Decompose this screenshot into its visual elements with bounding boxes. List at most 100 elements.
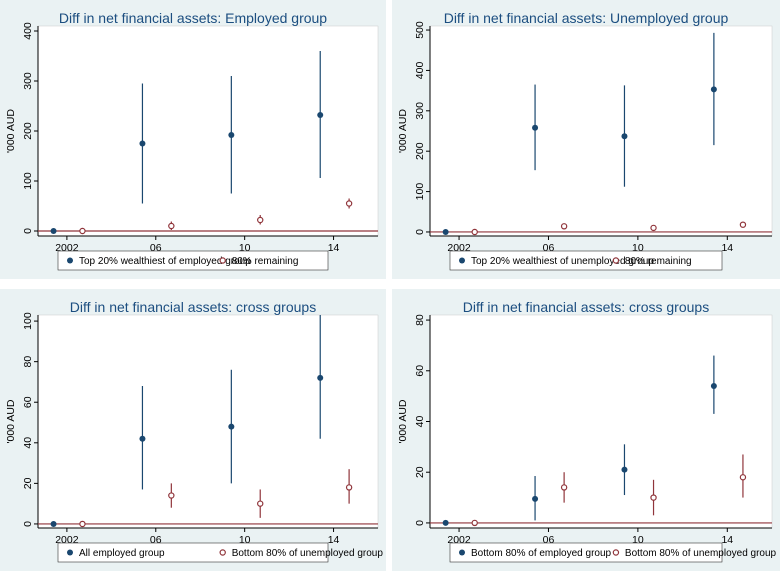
y-tick-label: 60 (22, 396, 34, 408)
data-point (739, 474, 747, 481)
y-tick-label: 20 (414, 466, 426, 478)
plot-area (37, 314, 379, 529)
data-point (739, 221, 747, 228)
x-tick-label: 14 (721, 242, 733, 254)
legend-marker-hollow (219, 549, 226, 556)
legend-marker-hollow (612, 257, 620, 264)
data-point (168, 222, 175, 230)
legend-label: Top 20% wealthiest of unemployed group (471, 256, 654, 267)
y-tick-label: 300 (22, 72, 34, 90)
legend-label: Top 20% wealthiest of employed group (79, 256, 251, 267)
legend-box (449, 250, 723, 271)
data-point (257, 500, 264, 507)
legend-box (449, 542, 723, 563)
chart-title: Diff in net financial assets: Unemployed… (444, 10, 729, 26)
data-point (50, 520, 57, 527)
y-axis-label: '000 AUD (5, 109, 17, 153)
x-tick-label: 10 (239, 534, 251, 546)
y-tick-label: 40 (22, 437, 34, 449)
legend: Bottom 80% of employed group Bottom 80% o… (449, 542, 777, 563)
data-point (650, 224, 657, 232)
legend-label: Bottom 80% of employed group (471, 548, 612, 559)
data-point (710, 86, 717, 93)
data-point (710, 383, 717, 389)
x-tick-label: 14 (328, 242, 340, 254)
data-point (345, 200, 353, 207)
y-tick-label: 0 (22, 228, 34, 234)
data-point (79, 520, 86, 528)
legend-marker-hollow (219, 257, 226, 264)
legend: All employed group Bottom 80% of unemploy… (57, 542, 384, 563)
data-point (621, 133, 628, 140)
y-tick-label: 100 (22, 312, 34, 330)
y-tick-label: 200 (414, 142, 426, 160)
legend-label: Bottom 80% of unemployed group (625, 548, 777, 559)
data-point (168, 492, 175, 499)
y-tick-label: 500 (414, 21, 426, 39)
chart-title: Diff in net financial assets: Employed g… (59, 10, 327, 26)
legend: Top 20% wealthiest of unemployed group80… (449, 250, 723, 271)
x-tick-label: 10 (632, 242, 644, 254)
y-axis-label: '000 AUD (397, 109, 409, 153)
x-tick-label: 10 (632, 534, 644, 546)
y-tick-label: 300 (414, 102, 426, 120)
data-point (139, 140, 146, 147)
data-point (50, 228, 57, 234)
legend-marker-hollow (612, 549, 620, 556)
legend-label: All employed group (79, 548, 165, 559)
y-tick-label: 0 (414, 520, 426, 526)
legend-marker-filled (67, 257, 73, 264)
y-tick-label: 60 (414, 365, 426, 377)
y-tick-label: 40 (414, 416, 426, 428)
y-axis-label: '000 AUD (397, 399, 409, 443)
y-tick-label: 80 (22, 356, 34, 368)
data-point (471, 228, 478, 236)
y-tick-label: 0 (414, 229, 426, 235)
data-point (139, 435, 146, 442)
y-tick-label: 200 (22, 122, 34, 140)
x-tick-label: 06 (543, 534, 555, 546)
chart-title: Diff in net financial assets: cross grou… (70, 299, 316, 315)
chart-panel-2: Diff in net financial assets: Unemployed… (392, 0, 780, 279)
chart-panel-3: Diff in net financial assets: cross grou… (0, 289, 386, 571)
x-tick-label: 10 (239, 242, 251, 254)
data-point (650, 494, 657, 501)
x-tick-label: 06 (150, 534, 162, 546)
plot-area (429, 314, 773, 529)
data-point (532, 495, 539, 502)
chart-title: Diff in net financial assets: cross grou… (463, 299, 709, 315)
data-point (228, 423, 235, 430)
data-point (471, 519, 478, 527)
data-point (257, 216, 264, 224)
legend-marker-filled (459, 257, 465, 264)
data-point (345, 484, 353, 491)
x-tick-label: 14 (328, 534, 340, 546)
legend-label: 80% remaining (232, 256, 299, 267)
y-axis-label: '000 AUD (5, 399, 17, 443)
data-point (442, 228, 449, 235)
data-point (228, 132, 235, 138)
y-tick-label: 20 (22, 477, 34, 489)
data-point (532, 124, 539, 131)
plot-area (37, 25, 379, 237)
legend-marker-filled (67, 549, 73, 556)
y-tick-label: 400 (22, 22, 34, 40)
data-point (79, 227, 86, 235)
x-tick-label: 06 (543, 242, 555, 254)
legend-box (57, 542, 329, 563)
chart-panel-1: Diff in net financial assets: Employed g… (0, 0, 386, 279)
x-tick-label: 06 (150, 242, 162, 254)
legend-marker-filled (459, 549, 465, 556)
y-tick-label: 80 (414, 314, 426, 326)
data-point (621, 466, 628, 473)
data-point (317, 374, 324, 381)
data-point (560, 223, 568, 230)
data-point (560, 484, 568, 491)
legend: Top 20% wealthiest of employed group80% … (57, 250, 329, 271)
legend-label: Bottom 80% of unemployed group (232, 548, 384, 559)
legend-box (57, 250, 329, 271)
legend-label: 80% remaining (625, 256, 692, 267)
plot-area (429, 25, 773, 237)
data-point (317, 112, 324, 118)
y-tick-label: 400 (414, 62, 426, 80)
